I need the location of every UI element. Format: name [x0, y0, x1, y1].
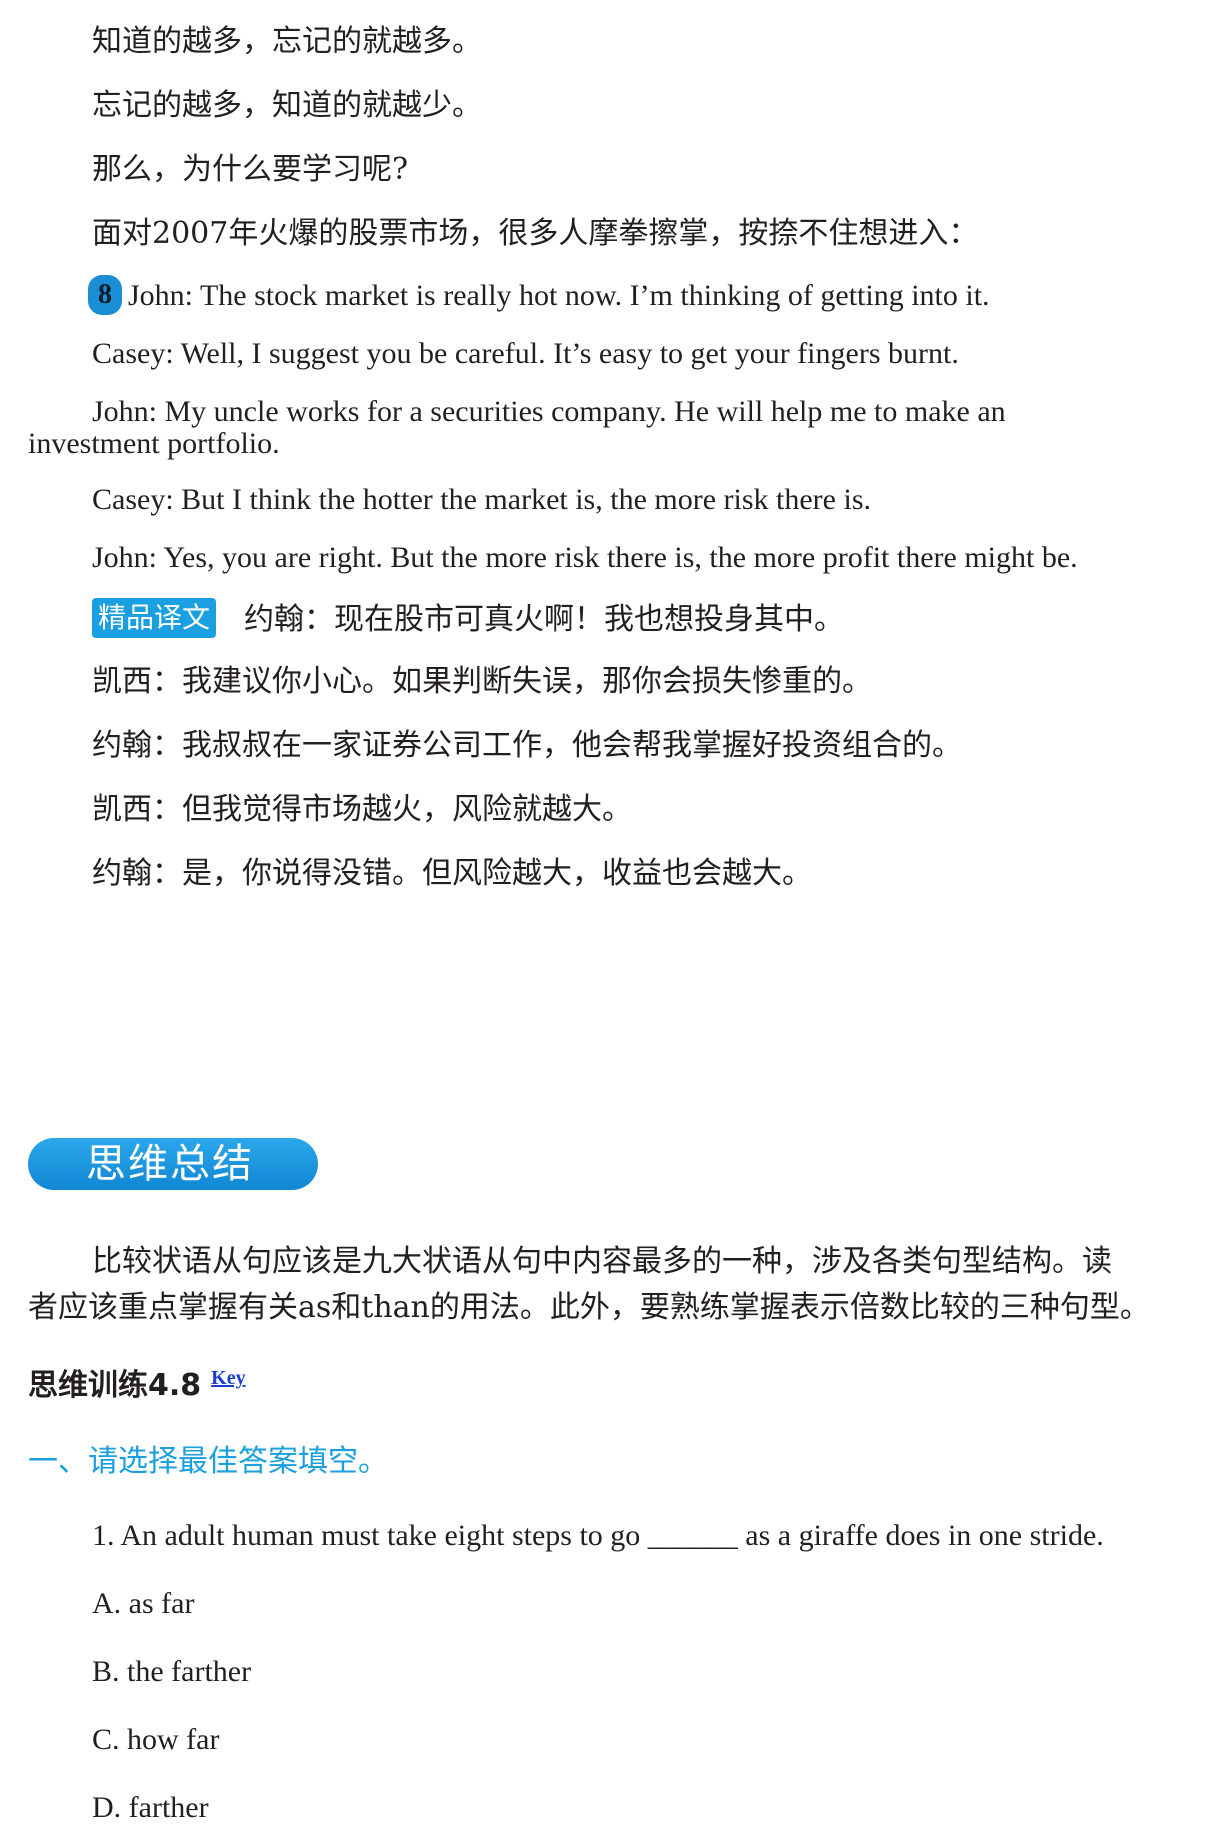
- intro-line-2: 忘记的越多，知道的就越少。: [92, 88, 482, 123]
- dialogue-casey-2: Casey: But I think the hotter the market…: [92, 483, 871, 516]
- option-b: B. the farther: [92, 1655, 252, 1688]
- dialogue-john-3: John: Yes, you are right. But the more r…: [92, 541, 1078, 574]
- intro-line-4: 面对2007年火爆的股票市场，很多人摩拳擦掌，按捺不住想进入：: [92, 216, 979, 251]
- dialogue-john-1-text: John: The stock market is really hot now…: [128, 279, 990, 312]
- option-c: C. how far: [92, 1723, 220, 1756]
- dialogue-john-2-line-2: investment portfolio.: [28, 427, 280, 460]
- summary-banner-label: 思维总结: [86, 1141, 254, 1187]
- exercise-heading: 思维训练4.8 Key: [28, 1358, 246, 1406]
- option-d: D. farther: [92, 1791, 209, 1824]
- intro-line-1: 知道的越多，忘记的就越多。: [92, 24, 482, 59]
- question-1: 1. An adult human must take eight steps …: [92, 1519, 1104, 1552]
- dialogue-john-2-line-1: John: My uncle works for a securities co…: [92, 395, 1006, 428]
- exercise-sub-heading: 一、请选择最佳答案填空。: [28, 1444, 388, 1479]
- translation-line-1: 精品译文 约翰：现在股市可真火啊！我也想投身其中。: [92, 598, 845, 640]
- summary-line-1: 比较状语从句应该是九大状语从句中内容最多的一种，涉及各类句型结构。读: [92, 1244, 1112, 1279]
- translation-line-1-text: 约翰：现在股市可真火啊！我也想投身其中。: [244, 602, 845, 637]
- translation-line-4: 凯西：但我觉得市场越火，风险就越大。: [92, 792, 632, 827]
- dialogue-john-1: 8 John: The stock market is really hot no…: [88, 275, 990, 318]
- key-link[interactable]: Key: [211, 1367, 246, 1389]
- dialogue-number-badge: 8: [88, 275, 122, 316]
- summary-line-2: 者应该重点掌握有关as和than的用法。此外，要熟练掌握表示倍数比较的三种句型。: [28, 1290, 1150, 1325]
- translation-tag: 精品译文: [92, 598, 217, 638]
- dialogue-casey-1: Casey: Well, I suggest you be careful. I…: [92, 337, 959, 370]
- translation-line-2: 凯西：我建议你小心。如果判断失误，那你会损失惨重的。: [92, 664, 872, 699]
- summary-banner: 思维总结: [28, 1138, 318, 1190]
- translation-line-5: 约翰：是，你说得没错。但风险越大，收益也会越大。: [92, 856, 812, 891]
- intro-line-3: 那么，为什么要学习呢?: [92, 152, 409, 187]
- exercise-heading-text: 思维训练4.8: [28, 1368, 202, 1403]
- translation-line-3: 约翰：我叔叔在一家证券公司工作，他会帮我掌握好投资组合的。: [92, 728, 962, 763]
- option-a: A. as far: [92, 1587, 195, 1620]
